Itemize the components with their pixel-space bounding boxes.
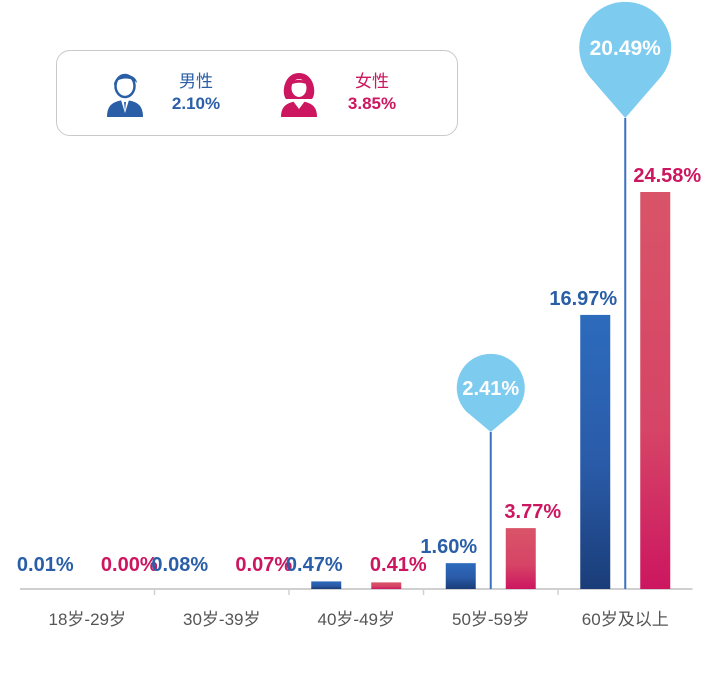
callout-label: 2.41% bbox=[462, 378, 519, 400]
data-label-male: 0.47% bbox=[286, 554, 343, 576]
legend-female-value: 3.85% bbox=[347, 94, 397, 113]
bar-male bbox=[311, 581, 342, 589]
callout-balloon bbox=[456, 353, 525, 432]
bar-male bbox=[445, 563, 476, 589]
legend-male-label: 男性 bbox=[179, 72, 213, 91]
data-label-female: 3.77% bbox=[504, 501, 561, 523]
bar-female bbox=[640, 192, 671, 589]
bar-female bbox=[371, 582, 402, 589]
data-label-female: 0.41% bbox=[370, 554, 427, 576]
x-tick-label: 40岁-49岁 bbox=[318, 610, 395, 629]
male-user-icon bbox=[107, 73, 143, 117]
data-label-male: 16.97% bbox=[549, 288, 617, 310]
bar-male bbox=[580, 314, 611, 589]
legend: 男性 2.10% 女性 3.85% bbox=[56, 50, 458, 136]
female-user-icon bbox=[281, 73, 317, 117]
x-tick-label: 18岁-29岁 bbox=[49, 610, 126, 629]
x-tick-label: 60岁及以上 bbox=[582, 610, 669, 629]
data-label-female: 0.00% bbox=[101, 554, 158, 576]
x-tick-label: 30岁-39岁 bbox=[183, 610, 260, 629]
legend-male-value: 2.10% bbox=[171, 94, 221, 113]
bar-female bbox=[505, 528, 536, 589]
legend-female-label: 女性 bbox=[355, 72, 389, 91]
callout-label: 20.49% bbox=[590, 37, 662, 60]
data-label-male: 1.60% bbox=[420, 536, 477, 558]
data-label-male: 0.01% bbox=[17, 554, 74, 576]
x-tick-label: 50岁-59岁 bbox=[452, 610, 529, 629]
data-label-female: 0.07% bbox=[235, 554, 292, 576]
data-label-male: 0.08% bbox=[151, 554, 208, 576]
data-label-female: 24.58% bbox=[633, 165, 701, 187]
callout-balloon bbox=[579, 1, 672, 119]
